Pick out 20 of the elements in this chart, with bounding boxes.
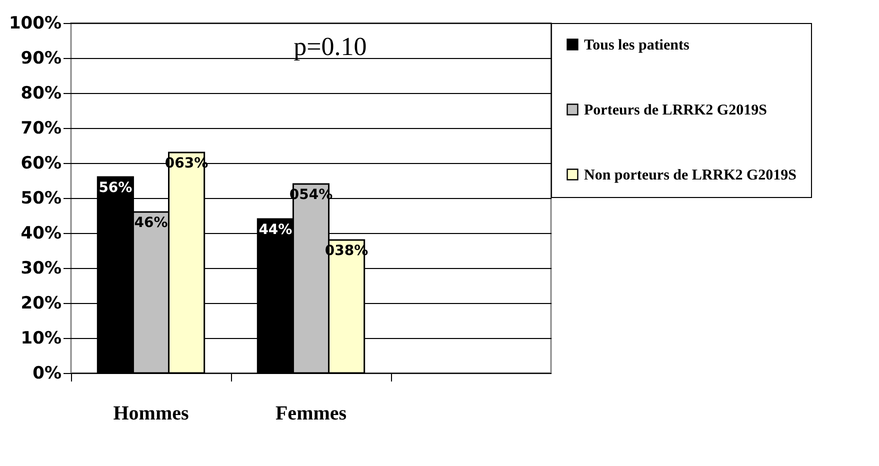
data-label: 44%	[258, 222, 292, 238]
data-label: 46%	[134, 215, 168, 231]
y-tick-label: 50%	[20, 188, 62, 208]
data-label: 56%	[98, 180, 132, 196]
x-tick-label: Hommes	[113, 402, 189, 424]
legend-label: Non porteurs de LRRK2 G2019S	[584, 168, 797, 184]
legend-label: Porteurs de LRRK2 G2019S	[584, 102, 767, 118]
y-tick-label: 0%	[32, 364, 62, 384]
annotation: p=0.10	[294, 32, 367, 61]
legend-label: Tous les patients	[584, 38, 690, 54]
x-tick-label: Femmes	[275, 402, 347, 424]
y-tick-label: 70%	[20, 118, 62, 138]
y-tick-label: 90%	[20, 48, 62, 68]
y-tick-label: 30%	[20, 258, 62, 278]
y-tick-label: 10%	[20, 328, 62, 348]
y-tick-label: 40%	[20, 224, 62, 244]
y-tick-label: 20%	[20, 294, 62, 314]
y-tick-label: 60%	[20, 154, 62, 174]
y-tick-label: 100%	[8, 14, 62, 34]
y-tick-label: 80%	[20, 84, 62, 104]
